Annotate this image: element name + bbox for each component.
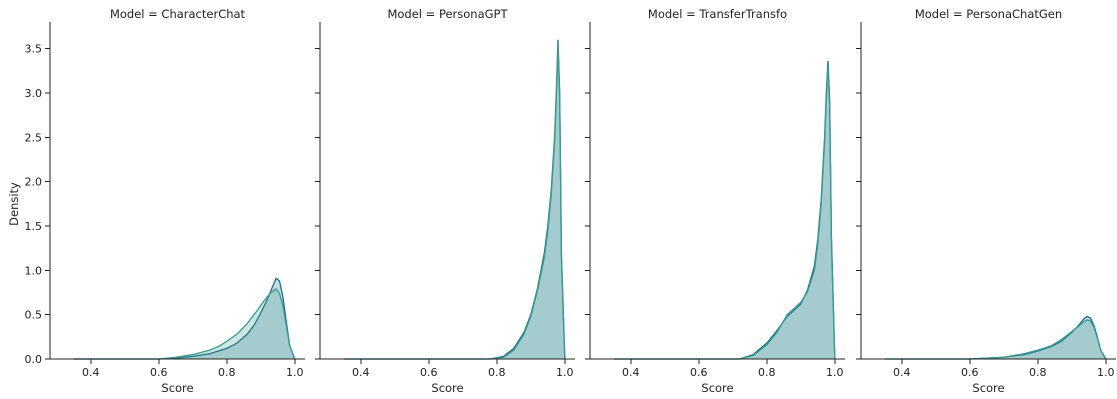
panel-title: Model = TransferTransfo xyxy=(648,7,787,21)
y-tick-label: 1.5 xyxy=(25,220,43,233)
x-axis-label: Score xyxy=(972,381,1004,395)
x-tick-label: 0.4 xyxy=(893,366,911,379)
y-tick-label: 0.5 xyxy=(25,309,43,322)
y-tick-label: 0.0 xyxy=(25,353,43,366)
x-tick-label: 0.6 xyxy=(961,366,979,379)
facet-panels: Model = CharacterChat 0.0 0.5 1.0 1.5 2.0 2.5 3… xyxy=(25,7,1117,395)
x-tick-label: 1.0 xyxy=(826,366,844,379)
panel-title: Model = PersonaGPT xyxy=(387,7,508,21)
density-area xyxy=(74,289,295,359)
y-tick-label: 1.0 xyxy=(25,264,43,277)
panel-title: Model = PersonaChatGen xyxy=(915,7,1062,21)
y-tick-label: 2.0 xyxy=(25,176,43,189)
y-tick-label: 3.0 xyxy=(25,87,43,100)
facet-panel: Model = TransferTransfo 0.4 0.6 0.8 1.0 Score xyxy=(585,7,845,395)
x-axis-label: Score xyxy=(161,381,193,395)
x-tick-label: 0.4 xyxy=(622,366,640,379)
y-tick-label: 3.5 xyxy=(25,43,43,56)
density-line xyxy=(344,44,565,359)
x-tick-label: 0.4 xyxy=(352,366,370,379)
x-tick-label: 1.0 xyxy=(556,366,574,379)
facet-panel: Model = CharacterChat 0.0 0.5 1.0 1.5 2.0 2.5 3… xyxy=(25,7,306,395)
panel-title: Model = CharacterChat xyxy=(110,7,246,21)
y-axis-label: Density xyxy=(7,182,21,226)
facet-panel: Model = PersonaGPT 0.4 0.6 0.8 1.0 Score xyxy=(315,7,575,395)
x-tick-label: 0.8 xyxy=(758,366,776,379)
x-tick-label: 1.0 xyxy=(1097,366,1115,379)
x-tick-label: 0.8 xyxy=(1029,366,1047,379)
x-tick-label: 0.4 xyxy=(82,366,100,379)
x-tick-label: 0.6 xyxy=(420,366,438,379)
x-tick-label: 0.8 xyxy=(488,366,506,379)
x-tick-label: 0.6 xyxy=(150,366,168,379)
y-tick-label: 2.5 xyxy=(25,131,43,144)
x-axis-label: Score xyxy=(701,381,733,395)
density-area xyxy=(885,320,1106,359)
x-axis-label: Score xyxy=(431,381,463,395)
x-tick-label: 1.0 xyxy=(286,366,304,379)
density-area xyxy=(614,66,835,359)
x-tick-label: 0.6 xyxy=(690,366,708,379)
x-tick-label: 0.8 xyxy=(218,366,236,379)
facet-panel: Model = PersonaChatGen 0.4 0.6 0.8 1.0 Score xyxy=(856,7,1116,395)
